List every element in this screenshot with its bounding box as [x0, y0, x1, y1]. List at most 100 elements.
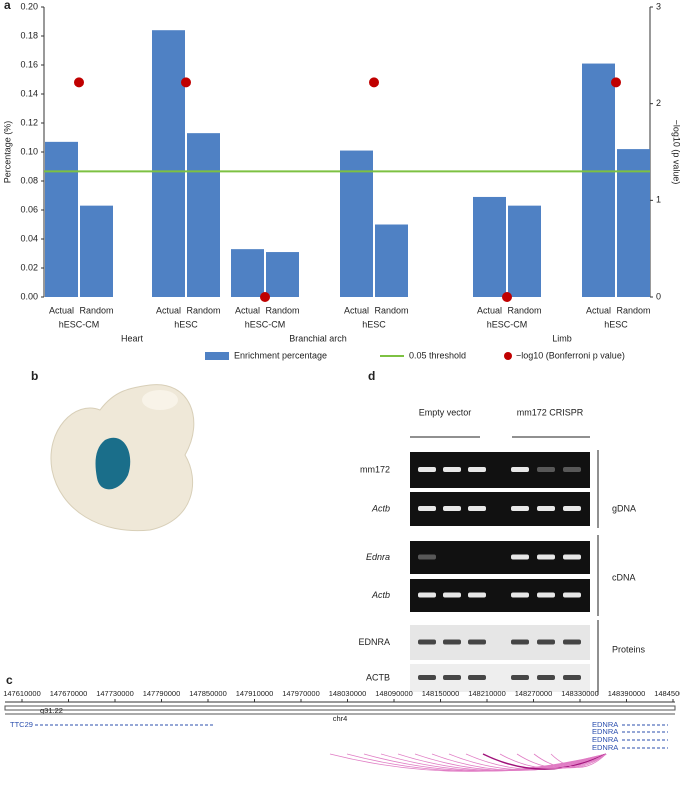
gel-band — [443, 506, 461, 511]
bar — [266, 252, 299, 297]
y-axis-title: Percentage (%) — [2, 121, 12, 184]
y-tick-label: 0.02 — [20, 262, 38, 272]
x-tick-label: Random — [79, 305, 113, 315]
p-value-dot — [181, 77, 191, 88]
coordinate-label: 147910000 — [236, 689, 274, 698]
gel-band — [443, 592, 461, 598]
section-label: Proteins — [612, 644, 646, 654]
x-tick-label: Actual — [235, 305, 260, 315]
row-label: ACTB — [366, 672, 390, 682]
coordinate-label: 148330000 — [561, 689, 599, 698]
gel-band — [468, 592, 486, 598]
y-tick-label: 0.10 — [20, 146, 38, 156]
gel-band — [468, 467, 486, 472]
p-value-dot — [502, 292, 512, 302]
row-label: EDNRA — [358, 637, 390, 647]
gel-band — [537, 675, 555, 680]
gene-label: TTC29 — [10, 720, 33, 729]
gel-band — [537, 592, 555, 598]
gel-band — [418, 506, 436, 511]
tissue-label: Limb — [552, 333, 572, 343]
row-label: mm172 — [360, 464, 390, 474]
coordinate-label: 148030000 — [329, 689, 367, 698]
group-label: hESC-CM — [487, 319, 528, 329]
coordinate-label: 148090000 — [375, 689, 413, 698]
interaction-arc — [431, 753, 607, 771]
interaction-arc — [533, 753, 607, 769]
x-tick-label: Actual — [156, 305, 181, 315]
gel-band — [443, 675, 461, 680]
coordinate-label: 148390000 — [608, 689, 646, 698]
bar — [473, 196, 506, 297]
coordinate-label: 147610000 — [3, 689, 41, 698]
gel-band — [418, 554, 436, 560]
chromosome-label: chr4 — [333, 714, 348, 723]
gel-band — [418, 592, 436, 598]
gel-band — [418, 675, 436, 680]
gel-band — [563, 467, 581, 472]
coordinate-label: 148450000 — [654, 689, 680, 698]
gel-band — [468, 506, 486, 511]
gel-band — [563, 675, 581, 680]
tissue-label: Branchial arch — [289, 333, 347, 343]
gel-band — [468, 639, 486, 645]
coordinate-label: 148150000 — [422, 689, 460, 698]
y2-tick-label: 0 — [656, 291, 661, 301]
bar — [582, 63, 615, 297]
panel-label: d — [368, 369, 375, 383]
gel-image — [410, 625, 590, 660]
coordinate-label: 147790000 — [143, 689, 181, 698]
gel-image — [410, 492, 590, 526]
interaction-arc — [482, 753, 607, 770]
interaction-arc — [550, 753, 607, 768]
group-label: hESC — [174, 319, 198, 329]
gel-image — [410, 541, 590, 574]
row-label: Actb — [371, 590, 390, 600]
gel-band — [511, 554, 529, 560]
interaction-arc — [363, 753, 607, 772]
x-tick-label: Random — [265, 305, 299, 315]
interaction-arc — [448, 753, 607, 771]
p-value-dot — [74, 77, 84, 88]
gel-band — [563, 554, 581, 560]
gel-band — [443, 467, 461, 472]
gel-image — [410, 452, 590, 488]
gel-band — [443, 639, 461, 645]
genome-browser: 147610000 147670000 147730000 147790000 1478… — [3, 689, 680, 772]
coordinate-label: 147670000 — [50, 689, 88, 698]
group-label: hESC — [362, 319, 386, 329]
interaction-arc — [516, 753, 607, 769]
gel-band — [511, 506, 529, 511]
legend-label: −log10 (Bonferroni p value) — [516, 350, 625, 360]
gel-band — [537, 639, 555, 645]
gel-band — [563, 639, 581, 645]
y-tick-label: 0.08 — [20, 175, 38, 185]
gel-band — [511, 639, 529, 645]
p-value-dot — [260, 292, 270, 302]
x-tick-label: Random — [186, 305, 220, 315]
tissue-label: Heart — [121, 333, 144, 343]
x-tick-label: Actual — [586, 305, 611, 315]
coordinate-label: 147730000 — [96, 689, 134, 698]
x-tick-label: Actual — [477, 305, 502, 315]
coordinate-label: 148270000 — [515, 689, 553, 698]
gel-band — [537, 554, 555, 560]
gel-band — [468, 675, 486, 680]
gel-band — [537, 506, 555, 511]
y2-tick-label: 3 — [656, 1, 661, 11]
legend-swatch — [504, 352, 512, 360]
gene-label: EDNRA — [592, 720, 618, 729]
coordinate-label: 147850000 — [189, 689, 227, 698]
interaction-arc — [380, 753, 607, 772]
bar — [617, 149, 650, 297]
gel-image — [410, 664, 590, 692]
chromosome-band — [4, 705, 676, 711]
interaction-arc — [414, 753, 607, 771]
gel-band — [563, 592, 581, 598]
interaction-arc — [499, 753, 607, 769]
coordinate-label: 147970000 — [282, 689, 320, 698]
y2-tick-label: 1 — [656, 195, 661, 205]
section-label: cDNA — [612, 572, 636, 582]
x-tick-label: Random — [507, 305, 541, 315]
